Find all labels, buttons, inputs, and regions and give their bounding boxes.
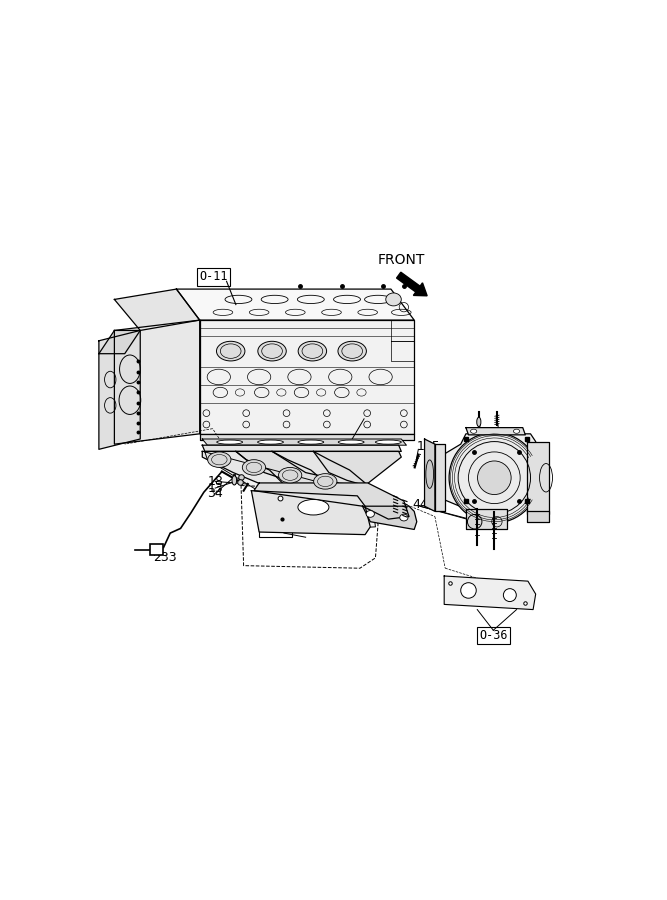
Text: 34: 34 [474,460,490,473]
Text: 15: 15 [500,461,516,473]
Polygon shape [466,428,526,435]
Polygon shape [205,452,376,529]
Ellipse shape [366,510,374,518]
Ellipse shape [207,452,231,467]
Ellipse shape [217,341,245,361]
Ellipse shape [478,461,511,495]
Polygon shape [202,439,406,446]
Polygon shape [115,320,199,445]
Ellipse shape [232,476,237,485]
Ellipse shape [514,429,520,433]
Ellipse shape [338,440,364,445]
Ellipse shape [298,440,323,445]
Polygon shape [444,576,536,609]
Polygon shape [254,483,409,519]
Ellipse shape [477,418,481,427]
Ellipse shape [338,341,366,361]
Polygon shape [466,508,508,529]
Ellipse shape [242,460,265,475]
Ellipse shape [470,429,477,433]
Polygon shape [313,452,402,485]
Ellipse shape [279,467,301,483]
Ellipse shape [504,589,516,601]
Text: O-36: O-36 [261,522,290,535]
Polygon shape [363,506,417,529]
Polygon shape [272,452,365,488]
Ellipse shape [298,341,327,361]
Polygon shape [202,446,402,452]
FancyBboxPatch shape [149,544,163,555]
Ellipse shape [376,440,402,445]
Polygon shape [99,330,140,449]
Polygon shape [236,452,329,488]
Polygon shape [435,445,446,511]
FancyArrow shape [397,272,427,296]
Text: O-11: O-11 [199,270,228,284]
Ellipse shape [400,514,408,521]
Ellipse shape [217,440,243,445]
Polygon shape [202,452,287,488]
Text: 1: 1 [392,431,400,444]
Text: 13: 13 [207,482,223,495]
Text: 18: 18 [207,475,223,488]
Ellipse shape [426,460,434,489]
Polygon shape [435,434,538,508]
Text: FRONT: FRONT [378,254,425,267]
Text: 34: 34 [207,487,223,500]
Text: O-36: O-36 [479,629,508,642]
Polygon shape [251,491,370,535]
Text: 2: 2 [364,410,372,423]
Ellipse shape [258,341,286,361]
Ellipse shape [313,473,337,489]
Polygon shape [199,434,414,440]
Ellipse shape [449,433,540,523]
Ellipse shape [298,500,329,515]
Polygon shape [176,289,414,320]
Ellipse shape [461,582,476,599]
Text: 233: 233 [153,551,177,564]
Polygon shape [199,320,414,434]
Polygon shape [527,442,549,514]
Text: 44: 44 [413,498,428,511]
Polygon shape [527,511,549,522]
Ellipse shape [386,293,402,306]
Ellipse shape [468,515,482,529]
Polygon shape [425,439,435,511]
Polygon shape [99,330,140,354]
Ellipse shape [257,440,283,445]
Text: 165: 165 [417,440,440,453]
Polygon shape [115,289,199,330]
